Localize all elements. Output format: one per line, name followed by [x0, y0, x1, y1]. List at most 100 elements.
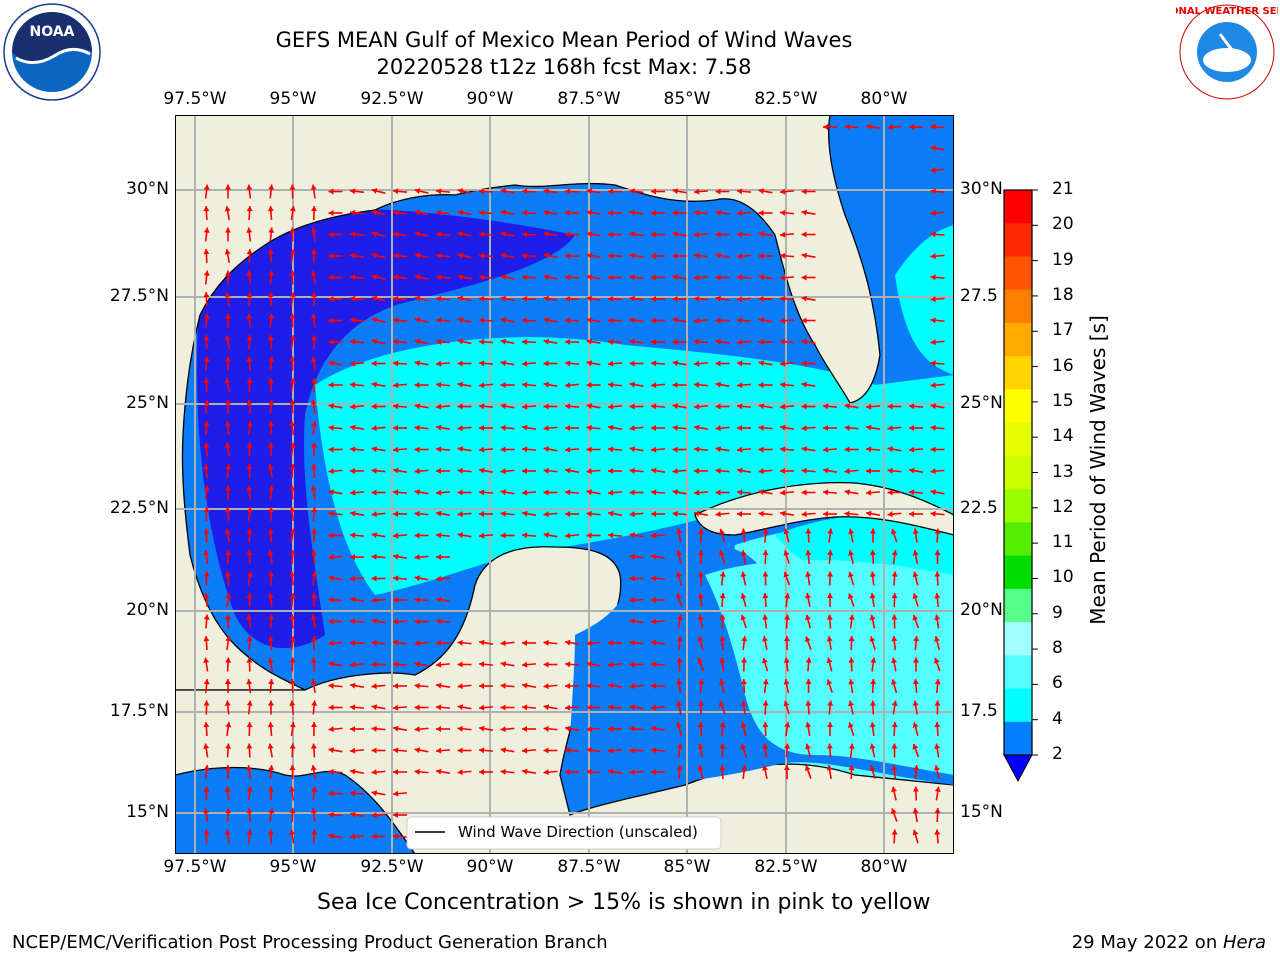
wind-arrow-icon [826, 592, 833, 608]
wind-arrow-icon [930, 188, 945, 195]
colorbar-segment [1004, 489, 1032, 523]
wind-arrow-icon [715, 188, 730, 195]
wind-arrow-icon [697, 765, 704, 779]
colorbar-segment [1004, 622, 1032, 656]
wind-arrow-icon [934, 592, 941, 608]
wind-arrow-icon [203, 184, 210, 199]
wind-arrow-icon [650, 618, 666, 625]
ocean-cyan-zone [315, 337, 954, 595]
wind-arrow-icon [224, 678, 231, 694]
wind-arrow-icon [629, 360, 644, 367]
wind-arrow-icon [349, 424, 365, 431]
wind-arrow-icon [930, 296, 945, 303]
wind-arrow-icon [203, 485, 210, 500]
wind-arrow-icon [586, 726, 601, 733]
lon-tick-top: 82.5°W [754, 89, 818, 109]
wind-arrow-icon [414, 382, 429, 388]
wind-arrow-icon [913, 635, 920, 651]
wind-arrow-icon [762, 592, 769, 608]
wind-arrow-icon [650, 661, 666, 668]
wind-arrow-icon [457, 446, 472, 453]
wind-arrow-icon [267, 721, 274, 737]
wind-arrow-icon [224, 377, 231, 393]
wind-arrow-icon [736, 446, 752, 453]
wind-arrow-icon [457, 725, 472, 732]
wind-arrow-icon [246, 227, 253, 242]
wind-arrow-icon [651, 339, 665, 345]
wind-arrow-icon [783, 550, 790, 564]
wind-arrow-icon [203, 764, 210, 780]
wind-arrow-icon [607, 252, 623, 259]
wind-arrow-icon [783, 678, 790, 694]
wind-arrow-icon [500, 747, 515, 754]
wind-arrow-icon [457, 425, 472, 432]
wind-arrow-icon [629, 274, 644, 281]
wind-arrow-icon [225, 721, 232, 737]
wind-arrow-icon [779, 295, 795, 302]
nws-logo: NATIONAL WEATHER SERVICE [1144, 2, 1280, 102]
wind-arrow-icon [349, 768, 365, 775]
wind-arrow-icon [543, 639, 558, 646]
wind-arrow-icon [310, 592, 317, 608]
wind-arrow-icon [651, 317, 665, 324]
wind-arrow-icon [457, 295, 472, 302]
wind-arrow-icon [891, 786, 897, 801]
wind-arrow-icon [521, 532, 537, 539]
wind-arrow-icon [629, 683, 644, 690]
wind-arrow-icon [414, 682, 429, 689]
wind-arrow-icon [890, 808, 898, 822]
wind-arrow-icon [203, 248, 210, 264]
wind-arrow-icon [225, 463, 232, 479]
lon-tick-top: 95°W [269, 89, 317, 109]
wind-arrow-icon [349, 274, 365, 281]
wind-arrow-icon [719, 700, 726, 715]
wind-arrow-icon [909, 425, 923, 431]
wind-arrow-icon [310, 463, 317, 479]
wind-arrow-icon [289, 184, 296, 199]
wind-arrow-icon [822, 489, 838, 496]
wind-arrow-icon [521, 704, 537, 711]
lon-tick-bottom: 90°W [466, 857, 514, 877]
wind-arrow-icon [435, 618, 451, 625]
wind-arrow-icon [697, 721, 704, 737]
wind-arrow-icon [930, 253, 945, 260]
wind-arrow-icon [478, 252, 494, 259]
wind-arrow-icon [543, 425, 558, 432]
wind-arrow-icon [349, 661, 365, 668]
wind-arrow-icon [693, 188, 709, 195]
wind-arrow-icon [393, 812, 407, 818]
wind-arrow-icon [758, 403, 773, 410]
wind-arrow-icon [891, 549, 898, 565]
wind-arrow-icon [328, 704, 343, 711]
wind-arrow-icon [779, 209, 795, 216]
wind-arrow-icon [607, 682, 623, 689]
wind-arrow-icon [371, 553, 386, 560]
wind-arrow-icon [715, 231, 730, 238]
wind-arrow-icon [869, 700, 876, 715]
wind-arrow-icon [719, 528, 726, 543]
wind-arrow-icon [930, 317, 945, 324]
wind-arrow-icon [607, 317, 623, 324]
wind-arrow-icon [435, 295, 451, 302]
wind-arrow-icon [672, 446, 687, 453]
wind-arrow-icon [203, 506, 210, 522]
wind-arrow-icon [740, 593, 747, 607]
wind-arrow-icon [328, 768, 343, 775]
wind-arrow-icon [328, 554, 343, 561]
wind-arrow-icon [479, 683, 493, 689]
wind-arrow-icon [930, 489, 945, 496]
wind-arrow-icon [500, 424, 515, 431]
wind-arrow-icon [693, 338, 709, 345]
wind-arrow-icon [586, 768, 601, 775]
wind-arrow-icon [328, 661, 343, 668]
wind-arrow-icon [246, 571, 253, 586]
wind-arrow-icon [246, 528, 253, 543]
colorbar-segment [1004, 555, 1032, 590]
wind-arrow-icon [392, 489, 408, 496]
wind-arrow-icon [289, 829, 296, 844]
wind-arrow-icon [328, 618, 343, 625]
wind-arrow-icon [866, 468, 880, 474]
wind-arrow-icon [457, 683, 472, 690]
lon-tick-bottom: 85°W [663, 857, 711, 877]
lat-tick-right: 27.5 [960, 286, 998, 306]
